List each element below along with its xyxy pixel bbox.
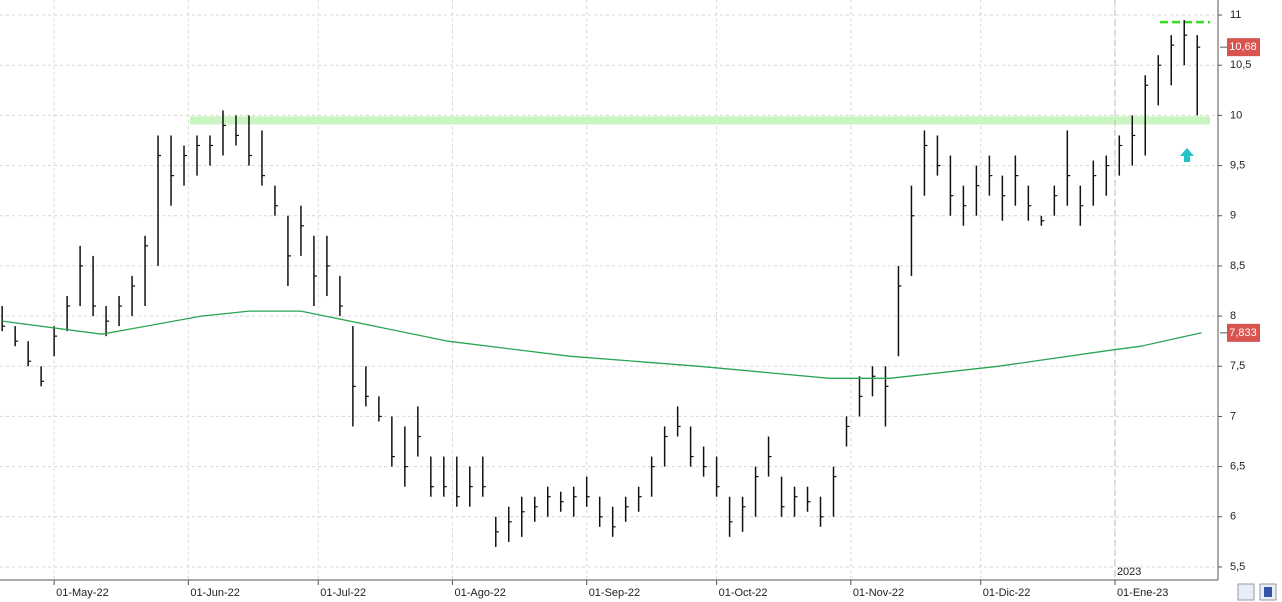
x-tick-label: 01-Sep-22 [589,587,640,599]
y-tick-label: 9,5 [1230,159,1245,171]
x-tick-label: 01-Ago-22 [454,587,505,599]
resistance-band [190,116,1210,125]
y-tick-label: 10,5 [1230,59,1251,71]
y-tick-label: 9 [1230,210,1236,222]
price-badge [1227,38,1260,57]
y-tick-label: 6,5 [1230,461,1245,473]
signal-arrow [1180,148,1194,162]
x-tick-label: 01-Oct-22 [719,587,768,599]
y-tick-label: 8,5 [1230,260,1245,272]
zoom-button[interactable] [1237,583,1255,601]
y-tick-label: 5,5 [1230,561,1245,573]
x-tick-label: 01-Jul-22 [320,587,366,599]
y-tick-label: 6 [1230,511,1236,523]
x-tick-label: 01-Nov-22 [853,587,904,599]
x-tick-label: 01-May-22 [56,587,109,599]
toolbar [1237,583,1277,601]
y-tick-label: 8 [1230,310,1236,322]
y-tick-label: 10 [1230,109,1242,121]
save-icon [1264,587,1272,597]
price-badge [1227,323,1260,342]
x-tick-label: 01-Ene-23 [1117,587,1168,599]
y-tick-label: 7,5 [1230,360,1245,372]
y-tick-label: 11 [1230,9,1241,21]
x-tick-label: 01-Jun-22 [190,587,240,599]
moving-average [2,310,1202,379]
x-tick-label: 01-Dic-22 [983,587,1031,599]
price-label: 7,833 [1229,327,1257,339]
price-label: 10,68 [1229,41,1257,53]
y-tick-label: 7 [1230,410,1236,422]
year-label: 2023 [1117,566,1141,578]
